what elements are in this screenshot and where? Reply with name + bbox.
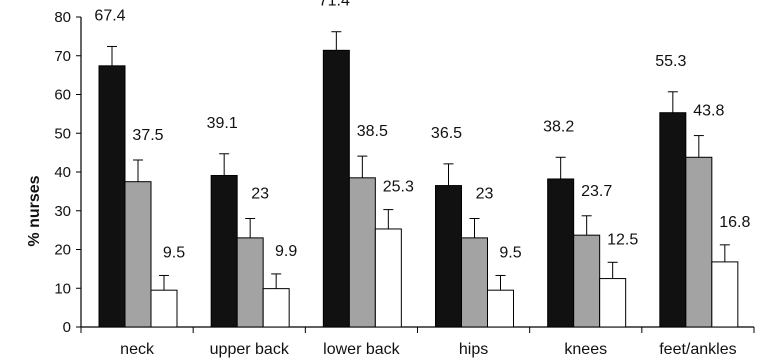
bar [348,177,376,328]
bar [210,174,238,328]
chart-bars [98,31,739,328]
bar-value-label: 23 [476,186,494,203]
y-tick-label: 50 [54,125,71,142]
bar [262,288,290,328]
bar-value-label: 36.5 [431,125,462,142]
bar-value-label: 9.5 [163,244,185,261]
bar [599,278,627,328]
chart-labels: neck upper back lower back hips knees feet/an… [94,0,750,358]
bar-value-label: 38.2 [543,118,574,135]
x-category-label: neck [120,341,155,358]
bar-value-label: 9.5 [499,244,521,261]
bar [659,112,687,328]
bar [547,178,575,328]
bar-value-label: 43.8 [693,103,724,120]
bar [98,65,126,328]
y-axis-label: % nurses [26,175,43,246]
bar [487,289,514,328]
bar-value-label: 38.5 [357,123,388,140]
bar [573,234,601,328]
bar-value-label: 71.4 [319,0,350,10]
y-tick-label: 10 [54,280,71,297]
x-category-label: hips [459,341,488,358]
y-tick-label: 40 [54,164,71,181]
bar-value-label: 23 [251,186,269,203]
bar-value-label: 9.9 [275,243,297,260]
bar [124,181,152,328]
bar [435,185,462,328]
y-tick-label: 30 [54,203,71,220]
bar [461,237,488,328]
x-category-label: knees [564,341,607,358]
bar [322,49,350,328]
bar-value-label: 67.4 [94,7,125,24]
x-category-label: upper back [210,341,290,358]
bar-value-label: 23.7 [581,183,612,200]
bar [711,261,739,328]
bar-value-label: 37.5 [132,127,163,144]
y-tick-label: 80 [54,9,71,26]
bar-value-label: 39.1 [207,115,238,132]
bar-value-label: 25.3 [383,179,414,196]
chart-axes: 0 10 20 30 40 50 60 70 80 [54,9,755,336]
x-category-label: feet/ankles [659,341,736,358]
bar-value-label: 55.3 [655,53,686,70]
bar [150,289,178,328]
y-tick-label: 20 [54,242,71,259]
y-tick-label: 70 [54,48,71,65]
bar [374,228,402,328]
y-tick-label: 0 [63,319,71,336]
y-tick-label: 60 [54,87,71,104]
bar [236,237,264,328]
bar [685,156,713,328]
bar-value-label: 16.8 [719,214,750,231]
x-category-label: lower back [323,341,400,358]
bar-value-label: 12.5 [607,231,638,248]
